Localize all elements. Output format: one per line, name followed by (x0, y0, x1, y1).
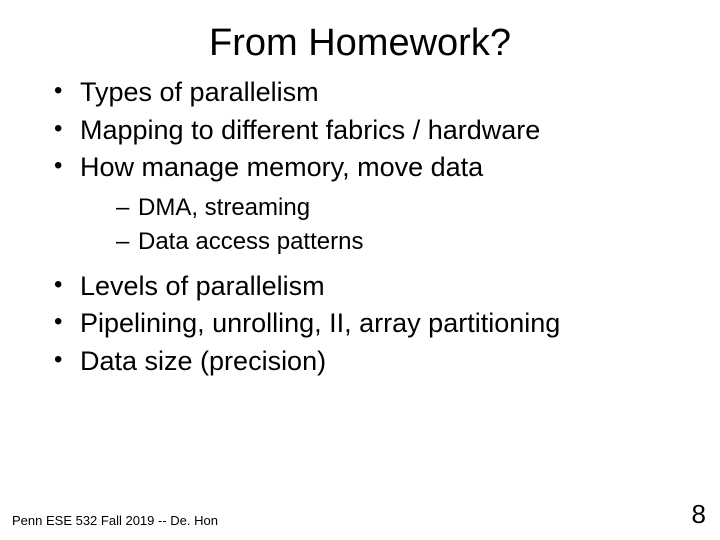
bullet-text: Types of parallelism (80, 77, 319, 107)
bullet-item: Data size (precision) (54, 344, 690, 380)
slide-content: Types of parallelism Mapping to differen… (0, 75, 720, 380)
sub-bullet-text: Data access patterns (138, 228, 363, 255)
sub-bullet-text: DMA, streaming (138, 194, 310, 221)
sub-bullet-item: DMA, streaming (116, 192, 690, 224)
bullet-text: Data size (precision) (80, 346, 326, 376)
bullet-item: Pipelining, unrolling, II, array partiti… (54, 306, 690, 342)
bullet-item: Levels of parallelism (54, 269, 690, 305)
bullet-text: Pipelining, unrolling, II, array partiti… (80, 308, 560, 338)
bullet-text: Levels of parallelism (80, 271, 325, 301)
bullet-text: Mapping to different fabrics / hardware (80, 115, 540, 145)
bullet-item: Mapping to different fabrics / hardware (54, 113, 690, 149)
bullet-item: Types of parallelism (54, 75, 690, 111)
bullet-text: How manage memory, move data (80, 152, 483, 182)
page-number: 8 (692, 499, 706, 530)
bullet-item: How manage memory, move data DMA, stream… (54, 150, 690, 258)
slide-title: From Homework? (0, 0, 720, 75)
sub-bullet-item: Data access patterns (116, 226, 690, 258)
footer-text: Penn ESE 532 Fall 2019 -- De. Hon (12, 513, 218, 528)
slide: From Homework? Types of parallelism Mapp… (0, 0, 720, 540)
sub-bullet-list: DMA, streaming Data access patterns (80, 192, 690, 259)
bullet-list-top: Types of parallelism Mapping to differen… (40, 75, 690, 380)
